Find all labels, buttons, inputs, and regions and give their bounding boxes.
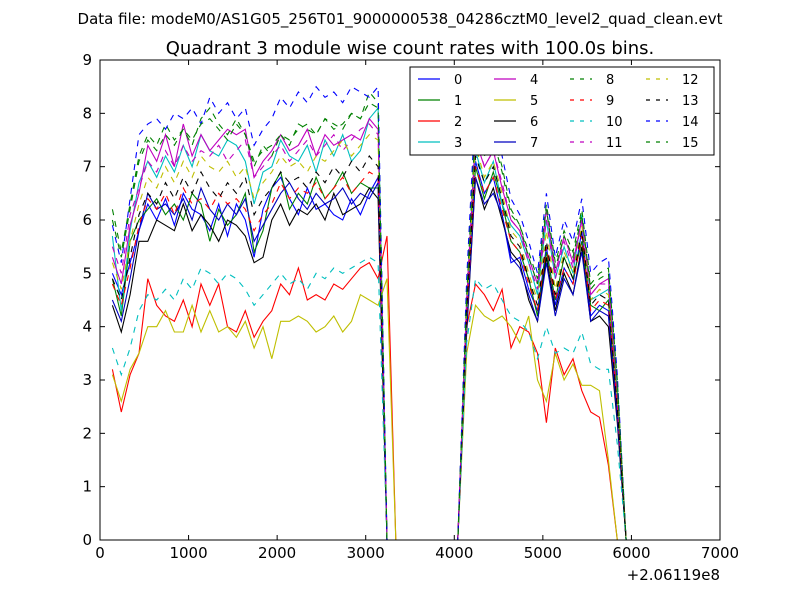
series-line-2 <box>111 235 635 541</box>
legend-label: 12 <box>682 73 699 88</box>
x-tick-label: 5000 <box>524 544 562 562</box>
x-tick-label: 1000 <box>169 544 207 562</box>
legend-label: 15 <box>682 136 699 151</box>
legend-label: 0 <box>454 73 462 88</box>
legend-label: 8 <box>606 73 614 88</box>
legend-label: 5 <box>530 94 538 109</box>
legend-label: 13 <box>682 94 699 109</box>
legend-label: 1 <box>454 94 462 109</box>
series-line-7 <box>111 177 635 541</box>
series-line-15 <box>111 101 635 541</box>
y-tick-label: 8 <box>82 104 92 122</box>
legend-label: 11 <box>606 136 623 151</box>
axes-frame <box>99 59 721 541</box>
legend-label: 6 <box>530 115 538 130</box>
x-tick-label: 2000 <box>258 544 296 562</box>
legend-label: 7 <box>530 136 538 151</box>
legend-label: 4 <box>530 73 538 88</box>
y-tick-label: 7 <box>82 158 92 176</box>
y-tick-label: 5 <box>82 264 92 282</box>
x-tick-label: 3000 <box>347 544 385 562</box>
series-line-8 <box>111 90 635 541</box>
x-offset-label: +2.06119e8 <box>627 566 720 584</box>
x-tick-label: 0 <box>95 544 105 562</box>
y-tick-label: 1 <box>82 478 92 496</box>
y-tick-label: 4 <box>82 318 92 336</box>
legend-label: 10 <box>606 115 623 130</box>
legend-frame <box>409 66 715 156</box>
series-line-6 <box>111 177 635 541</box>
y-tick-label: 0 <box>82 531 92 549</box>
series-line-10 <box>111 256 635 541</box>
series-line-9 <box>111 166 635 541</box>
y-tick-label: 6 <box>82 211 92 229</box>
x-tick-label: 6000 <box>612 544 650 562</box>
legend-label: 2 <box>454 115 462 130</box>
series-layer <box>111 85 635 541</box>
y-tick-label: 9 <box>82 51 92 69</box>
x-tick-label: 4000 <box>435 544 473 562</box>
series-line-5 <box>111 278 635 541</box>
chart-title: Quadrant 3 module wise count rates with … <box>166 38 655 59</box>
series-line-14 <box>111 85 635 541</box>
y-tick-label: 2 <box>82 424 92 442</box>
x-tick-label: 7000 <box>701 544 739 562</box>
legend-label: 3 <box>454 136 462 151</box>
figure-suptitle: Data file: modeM0/AS1G05_256T01_90000005… <box>78 10 723 29</box>
legend-label: 14 <box>682 115 699 130</box>
series-line-3 <box>111 106 635 541</box>
y-tick-label: 3 <box>82 371 92 389</box>
legend-label: 9 <box>606 94 614 109</box>
series-line-1 <box>111 166 635 541</box>
